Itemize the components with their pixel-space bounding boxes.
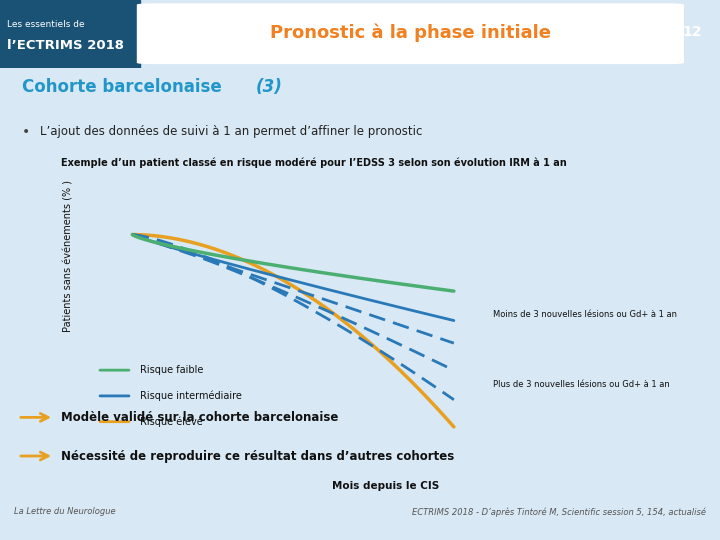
Text: •: •: [22, 125, 30, 139]
FancyBboxPatch shape: [137, 3, 684, 64]
Text: L’ajout des données de suivi à 1 an permet d’affiner le pronostic: L’ajout des données de suivi à 1 an perm…: [40, 125, 422, 138]
Text: Cohorte barcelonaise: Cohorte barcelonaise: [22, 78, 227, 96]
Text: Patients sans événements (% ): Patients sans événements (% ): [63, 180, 73, 333]
Text: ECTRIMS 2018 - D’après Tintoré M, Scientific session 5, 154, actualisé: ECTRIMS 2018 - D’après Tintoré M, Scient…: [412, 507, 706, 517]
Text: l’ECTRIMS 2018: l’ECTRIMS 2018: [7, 39, 125, 52]
Text: Plus de 3 nouvelles lésions ou Gd+ à 1 an: Plus de 3 nouvelles lésions ou Gd+ à 1 a…: [493, 380, 670, 389]
Bar: [0, 0, 140, 68]
Text: Risque intermédiaire: Risque intermédiaire: [140, 390, 242, 401]
Text: Les essentiels de: Les essentiels de: [7, 20, 85, 29]
Text: 12: 12: [683, 25, 702, 39]
Text: Mois depuis le CIS: Mois depuis le CIS: [332, 481, 438, 491]
Text: Nécessité de reproduire ce résultat dans d’autres cohortes: Nécessité de reproduire ce résultat dans…: [61, 449, 454, 463]
Text: Moins de 3 nouvelles lésions ou Gd+ à 1 an: Moins de 3 nouvelles lésions ou Gd+ à 1 …: [493, 310, 678, 319]
Text: Risque élevé: Risque élevé: [140, 416, 203, 427]
Text: Risque faible: Risque faible: [140, 365, 204, 375]
Text: La Lettre du Neurologue: La Lettre du Neurologue: [14, 508, 116, 516]
Text: Modèle validé sur la cohorte barcelonaise: Modèle validé sur la cohorte barcelonais…: [61, 411, 338, 424]
Text: Exemple d’un patient classé en risque modéré pour l’EDSS 3 selon son évolution I: Exemple d’un patient classé en risque mo…: [61, 158, 567, 168]
Text: Pronostic à la phase initiale: Pronostic à la phase initiale: [270, 23, 551, 42]
Text: (3): (3): [256, 78, 282, 96]
